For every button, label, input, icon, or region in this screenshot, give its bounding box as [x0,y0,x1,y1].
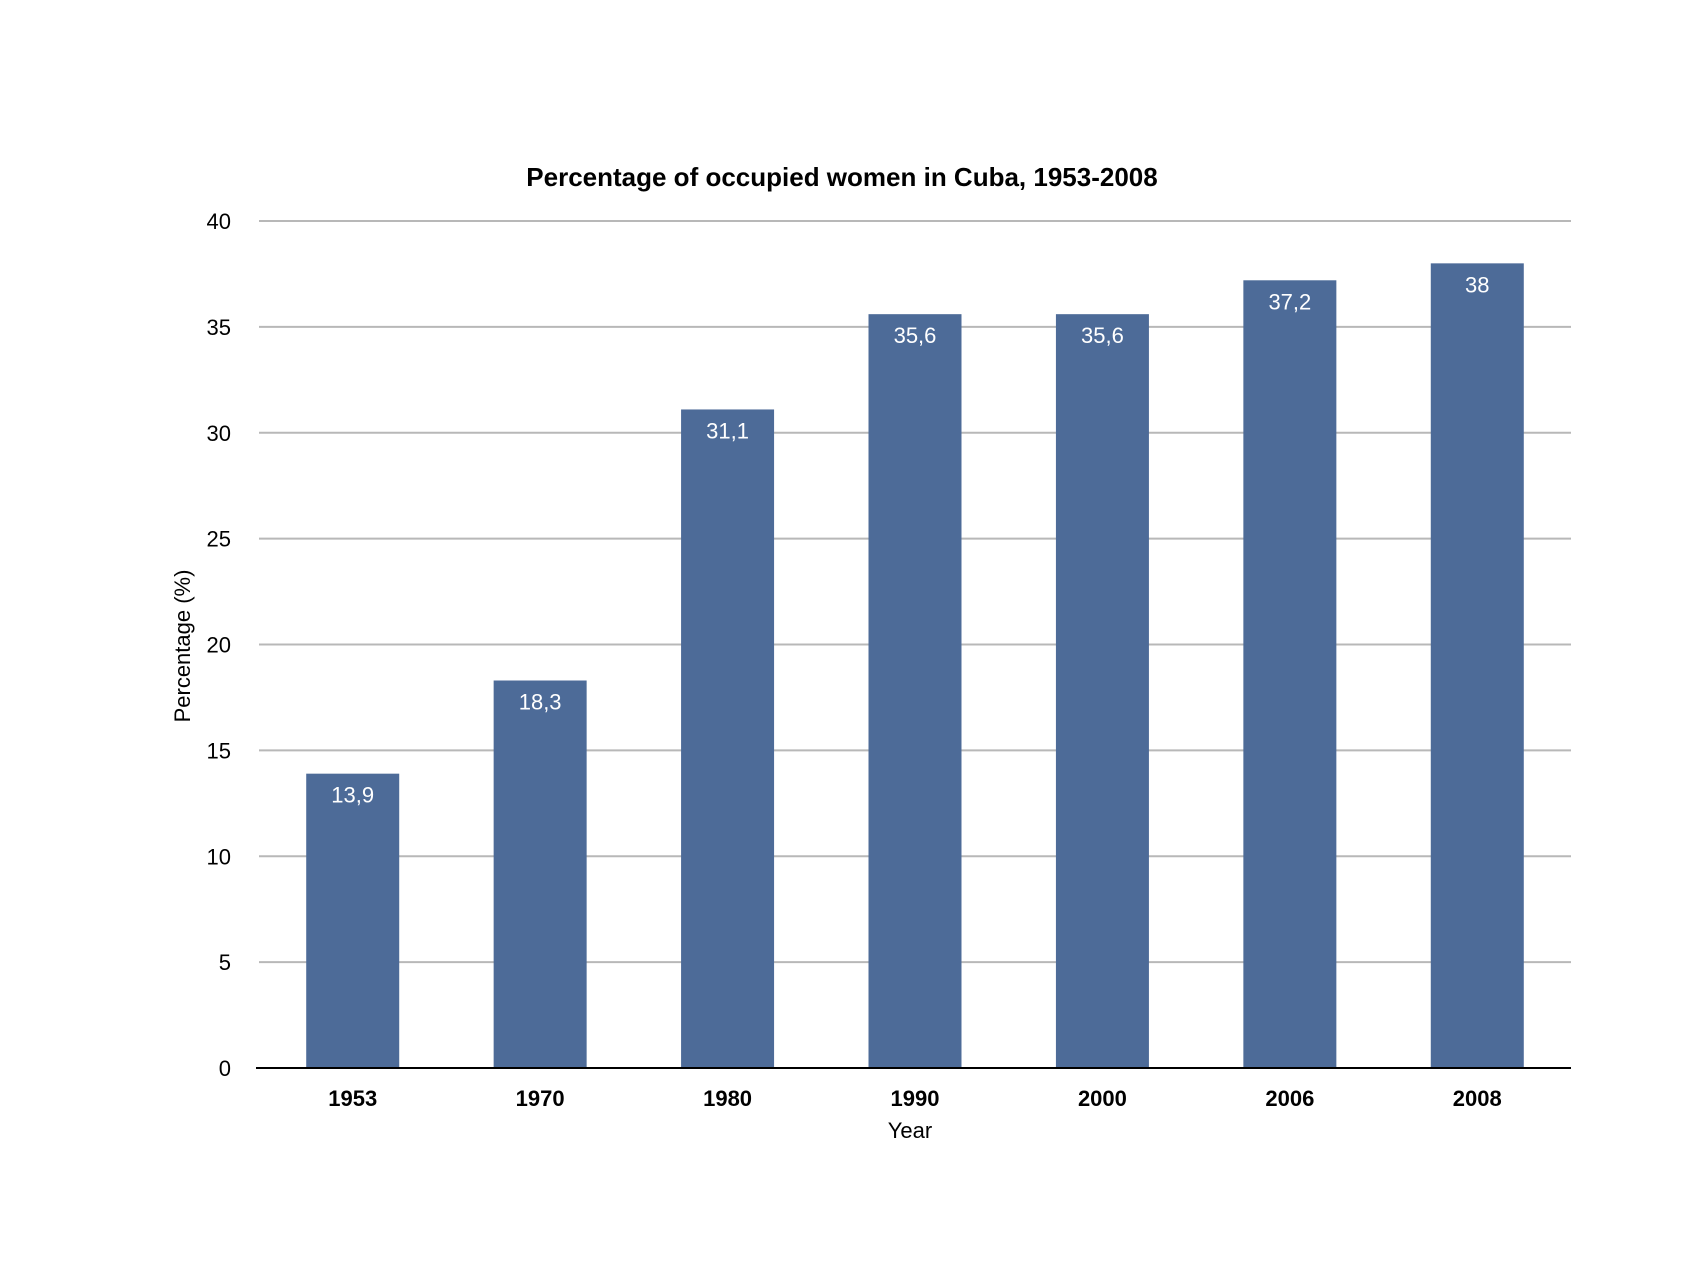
x-tick-label: 2000 [1078,1086,1127,1111]
bar-value-label: 35,6 [894,323,937,348]
x-tick-label: 1970 [516,1086,565,1111]
bar-value-label: 38 [1465,272,1489,297]
y-tick-label: 30 [207,421,231,446]
bar-value-label: 31,1 [706,418,749,443]
y-tick-label: 15 [207,738,231,763]
bar-1953 [306,773,400,1068]
bar-value-label: 37,2 [1268,289,1311,314]
bar-2008 [1430,263,1524,1069]
bar-2000 [1055,314,1149,1068]
y-axis-label: Percentage (%) [170,570,195,723]
y-tick-label: 20 [207,633,231,658]
x-tick-label: 1980 [703,1086,752,1111]
bar-value-label: 13,9 [331,783,374,808]
chart-title: Percentage of occupied women in Cuba, 19… [526,162,1157,192]
x-axis-ticks: 1953 1970 1980 1990 2000 2006 2008 [328,1086,1502,1111]
x-tick-label: 2006 [1265,1086,1314,1111]
bar-1980 [681,409,775,1068]
y-axis-ticks: 0 5 10 15 20 25 30 35 40 [207,209,231,1081]
bar-1990 [868,314,962,1068]
y-tick-label: 5 [219,950,231,975]
x-axis-label: Year [888,1118,932,1143]
y-tick-label: 25 [207,527,231,552]
bars: 13,9 18,3 31,1 35,6 35,6 37,2 38 [306,263,1524,1069]
bar-1970 [493,680,587,1068]
y-tick-label: 10 [207,844,231,869]
x-tick-label: 1990 [891,1086,940,1111]
x-tick-label: 2008 [1453,1086,1502,1111]
x-tick-label: 1953 [328,1086,377,1111]
y-tick-label: 35 [207,315,231,340]
y-tick-label: 40 [207,209,231,234]
bar-value-label: 18,3 [519,689,562,714]
bar-2006 [1243,280,1337,1068]
bar-value-label: 35,6 [1081,323,1124,348]
y-tick-label: 0 [219,1056,231,1081]
